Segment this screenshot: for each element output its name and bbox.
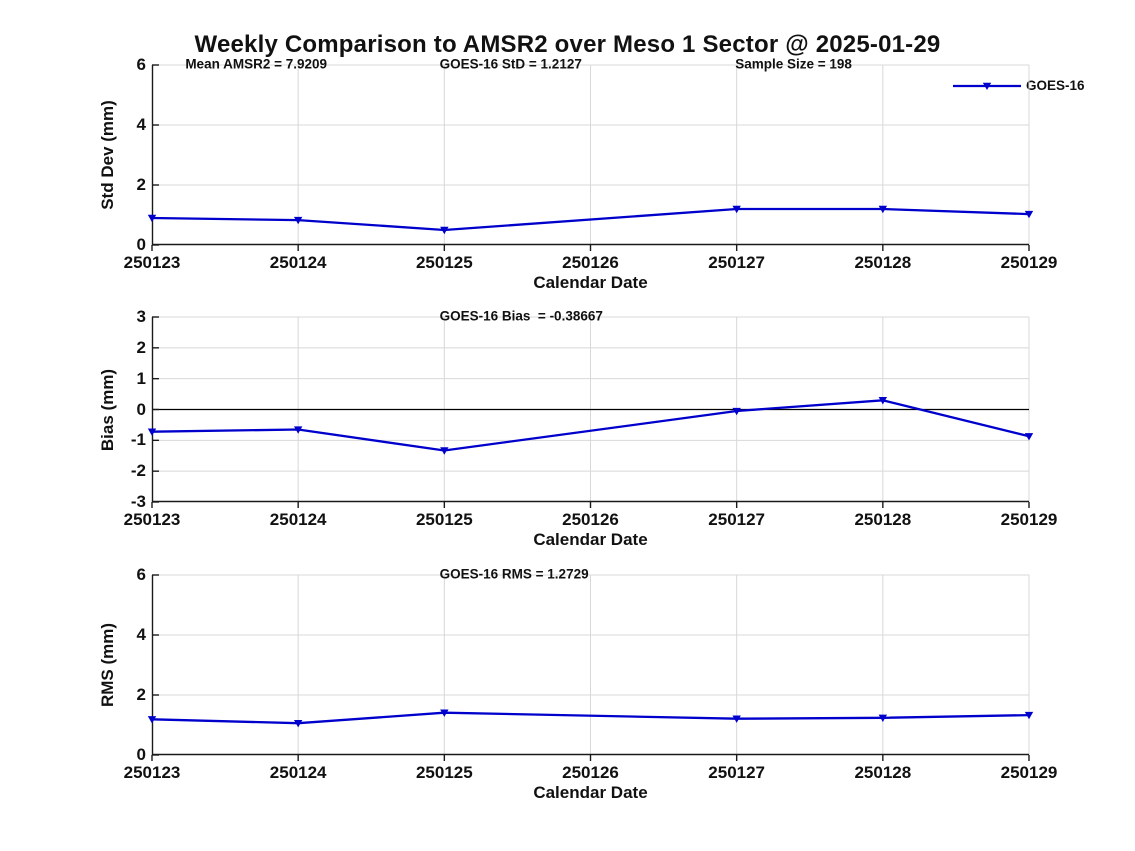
rms-xtick-label: 250125	[415, 763, 473, 782]
data-point-marker	[293, 216, 303, 225]
bias-ytick-label: -1	[130, 430, 146, 450]
data-point-marker	[293, 426, 303, 434]
bias-ytick-label: 1	[136, 368, 146, 388]
rms-ytick-label: 6	[136, 565, 146, 584]
figure-title: Weekly Comparison to AMSR2 over Meso 1 S…	[194, 31, 941, 58]
std-dev-ylabel: Std Dev (mm)	[98, 100, 117, 210]
rms-ytick-label: 2	[136, 685, 146, 704]
bias-xtick-label: 250124	[269, 510, 327, 529]
legend-line-icon	[953, 82, 1021, 90]
rms-xtick-label: 250128	[854, 763, 912, 782]
rms-xtick-label: 250126	[562, 763, 619, 782]
rms-chart	[147, 574, 1034, 761]
data-point-marker	[147, 428, 157, 436]
std-dev-ytick-label: 2	[136, 175, 146, 194]
rms-ytick-label: 4	[136, 625, 146, 644]
GOES-16-line	[151, 711, 1030, 725]
std-dev-ytick-label: 6	[136, 55, 146, 74]
bias-xlabel: Calendar Date	[533, 530, 648, 549]
legend: GOES-16	[953, 78, 1085, 93]
rms-stat-annotation: GOES-16 RMS = 1.2729	[439, 566, 589, 582]
std-dev-xtick-label: 250125	[415, 253, 473, 272]
std-dev-xtick-label: 250123	[123, 253, 181, 272]
data-point-marker	[1024, 433, 1034, 441]
bias-xtick-label: 250129	[1000, 510, 1058, 529]
legend-marker	[982, 82, 992, 90]
data-point-marker	[440, 447, 449, 455]
bias-ytick-label: -2	[130, 461, 146, 481]
rms-xtick-label: 250123	[123, 763, 181, 782]
rms-xtick-label: 250124	[269, 763, 327, 782]
data-point-marker	[1024, 711, 1034, 720]
bias-xtick-label: 250125	[415, 510, 473, 529]
data-point-marker	[732, 407, 741, 416]
std-dev-xlabel: Calendar Date	[533, 273, 648, 292]
bias-xtick-label: 250126	[562, 510, 619, 529]
data-point-marker	[440, 709, 449, 717]
std-dev-xtick-label: 250127	[708, 253, 766, 272]
std-dev-xtick-label: 250124	[269, 253, 327, 272]
rms-xtick-label: 250127	[708, 763, 766, 782]
data-point-marker	[878, 714, 888, 722]
bias-chart	[147, 316, 1034, 508]
data-point-marker	[440, 226, 449, 235]
rms-xlabel: Calendar Date	[533, 783, 648, 802]
bias-stat-annotation: GOES-16 Bias = -0.38667	[439, 308, 603, 324]
data-point-marker	[1024, 210, 1034, 219]
data-point-marker	[147, 214, 157, 223]
bias-ytick-label: 0	[136, 399, 146, 419]
std-dev-xtick-label: 250128	[854, 253, 912, 272]
std-dev-ytick-label: 4	[136, 115, 146, 134]
std-dev-stat-annotation: GOES-16 StD = 1.2127	[439, 56, 582, 72]
rms-ytick-label: 0	[136, 745, 146, 764]
rms-xtick-label: 250129	[1000, 763, 1058, 782]
bias-xtick-label: 250123	[123, 510, 181, 529]
GOES-16-line	[151, 399, 1030, 452]
bias-xtick-label: 250127	[708, 510, 766, 529]
std-dev-xtick-label: 250129	[1000, 253, 1058, 272]
std-dev-stat-annotation: Mean AMSR2 = 7.9209	[185, 56, 328, 72]
bias-ytick-label: 3	[136, 307, 146, 326]
data-point-marker	[878, 397, 888, 405]
bias-xtick-label: 250128	[854, 510, 912, 529]
legend-label: GOES-16	[1026, 78, 1085, 93]
bias-ylabel: Bias (mm)	[98, 368, 117, 451]
data-point-marker	[293, 720, 303, 728]
bias-ytick-label: -3	[130, 492, 146, 511]
std-dev-stat-annotation: Sample Size = 198	[735, 56, 852, 72]
bias-ytick-label: 2	[136, 337, 146, 357]
GOES-16-line	[151, 207, 1030, 232]
std-dev-xtick-label: 250126	[562, 253, 619, 272]
rms-ylabel: RMS (mm)	[98, 622, 117, 708]
data-point-marker	[732, 715, 741, 723]
data-point-marker	[147, 716, 157, 724]
std-dev-chart	[147, 64, 1034, 251]
std-dev-ytick-label: 0	[136, 235, 146, 254]
data-point-marker	[878, 205, 888, 214]
data-point-marker	[732, 205, 741, 214]
